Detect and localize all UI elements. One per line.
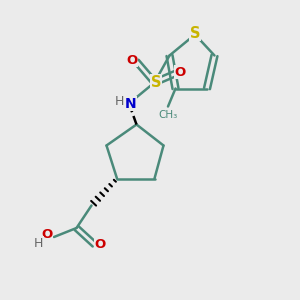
Text: S: S bbox=[190, 26, 200, 40]
Text: O: O bbox=[41, 228, 52, 241]
Text: N: N bbox=[125, 97, 136, 110]
Text: O: O bbox=[94, 238, 106, 251]
Text: O: O bbox=[174, 65, 186, 79]
Text: CH₃: CH₃ bbox=[158, 110, 178, 120]
Text: H: H bbox=[34, 237, 43, 250]
Text: S: S bbox=[151, 75, 161, 90]
Text: H: H bbox=[115, 94, 124, 108]
Text: O: O bbox=[126, 53, 138, 67]
